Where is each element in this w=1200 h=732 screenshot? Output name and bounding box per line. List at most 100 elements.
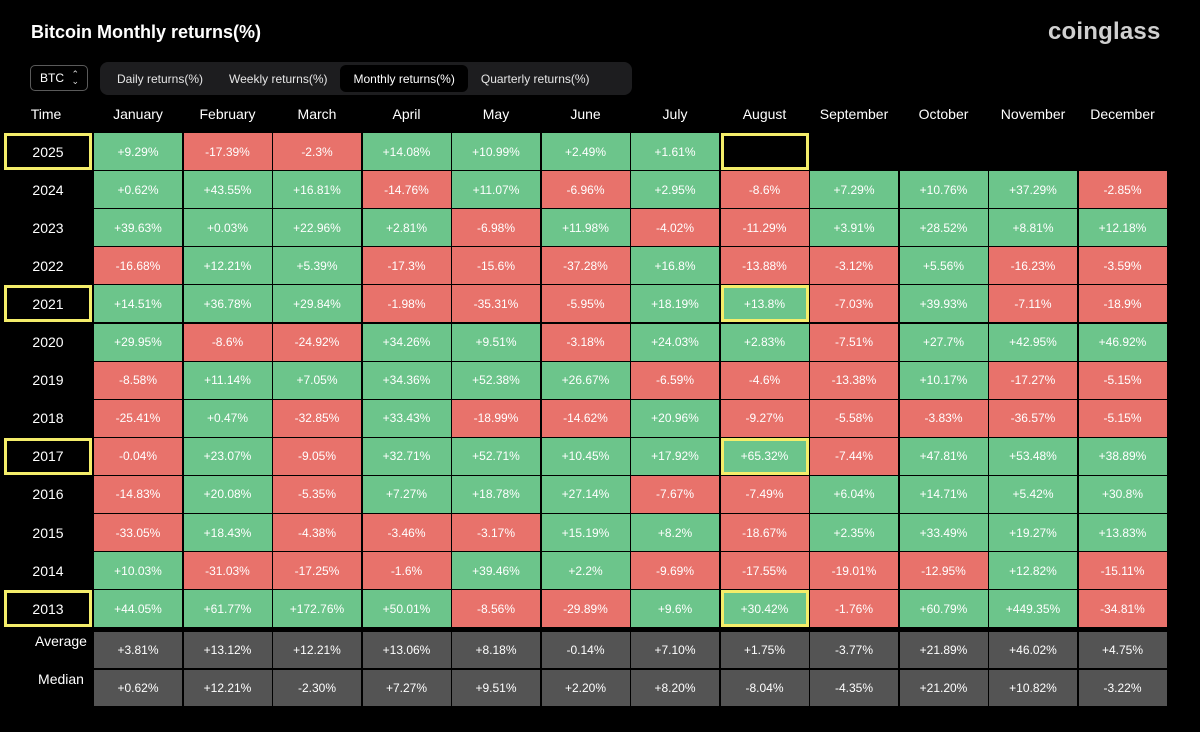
return-cell: -16.68% xyxy=(94,247,182,285)
return-cell: +2.81% xyxy=(362,209,451,247)
return-cell: -1.98% xyxy=(362,285,451,323)
year-label: 2017 xyxy=(4,437,92,475)
year-label: 2018 xyxy=(32,410,64,427)
return-cell: +10.03% xyxy=(94,552,182,590)
return-cell: +9.29% xyxy=(94,133,182,170)
return-cell: -7.03% xyxy=(810,285,898,323)
return-cell: -9.05% xyxy=(273,437,361,475)
return-cell: -5.95% xyxy=(541,285,630,323)
return-cell: +34.26% xyxy=(362,323,451,361)
return-cell: +0.47% xyxy=(183,399,272,437)
return-cell: -15.6% xyxy=(452,247,540,285)
return-cell xyxy=(989,133,1077,170)
return-cell xyxy=(810,133,898,170)
year-label: 2015 xyxy=(32,524,64,541)
return-cell: +17.92% xyxy=(631,437,719,475)
tab-weekly-returns[interactable]: Weekly returns(%) xyxy=(229,71,328,86)
return-cell: +26.67% xyxy=(541,361,630,399)
stat-cell: +13.12% xyxy=(183,632,272,668)
year-label: 2024 xyxy=(32,181,64,198)
return-cell: +2.83% xyxy=(720,323,809,361)
return-cell: -1.76% xyxy=(810,590,898,628)
return-cell: -17.55% xyxy=(720,552,809,590)
return-cell: -33.05% xyxy=(94,514,182,551)
return-cell: +2.2% xyxy=(541,552,630,590)
return-cell: -31.03% xyxy=(183,552,272,590)
return-cell: +9.6% xyxy=(631,590,719,628)
return-cell: +22.96% xyxy=(273,209,361,247)
return-cell: -14.83% xyxy=(94,475,182,513)
return-cell: -7.11% xyxy=(989,285,1077,323)
return-cell: +52.38% xyxy=(452,361,540,399)
return-cell: +5.56% xyxy=(899,247,988,285)
return-cell: +39.63% xyxy=(94,209,182,247)
return-cell: +16.8% xyxy=(631,247,719,285)
return-cell: +29.84% xyxy=(273,285,361,323)
return-cell: +6.04% xyxy=(810,475,898,513)
stat-cell: -0.14% xyxy=(541,632,630,668)
return-cell: -36.57% xyxy=(989,399,1077,437)
return-cell: -35.31% xyxy=(452,285,540,323)
return-cell: +23.07% xyxy=(183,437,272,475)
chevron-updown-icon: ⌃ ⌄ xyxy=(71,69,79,86)
column-header-month: October xyxy=(918,106,969,122)
stat-label: Median xyxy=(38,671,84,687)
tab-daily-returns[interactable]: Daily returns(%) xyxy=(117,71,204,86)
return-cell: +28.52% xyxy=(899,209,988,247)
return-cell: +42.95% xyxy=(989,323,1077,361)
year-label: 2022 xyxy=(32,257,64,274)
return-cell: -8.6% xyxy=(720,171,809,209)
return-cell: +16.81% xyxy=(273,171,361,209)
return-cell: +11.07% xyxy=(452,171,540,209)
stat-cell: +3.81% xyxy=(94,632,182,668)
return-cell: -3.18% xyxy=(541,323,630,361)
column-header-month: August xyxy=(742,106,787,122)
return-cell: +10.76% xyxy=(899,171,988,209)
return-cell: +53.48% xyxy=(989,437,1077,475)
return-cell: +44.05% xyxy=(94,590,182,628)
year-label: 2013 xyxy=(4,590,92,628)
column-header-month: May xyxy=(482,106,510,122)
return-cell: -6.59% xyxy=(631,361,719,399)
stat-cell: +12.21% xyxy=(273,632,361,668)
asset-select[interactable]: BTC ⌃ ⌄ xyxy=(30,65,88,91)
return-cell: +46.92% xyxy=(1078,323,1167,361)
return-cell: -14.76% xyxy=(362,171,451,209)
return-cell: +30.8% xyxy=(1078,475,1167,513)
column-header-month: December xyxy=(1090,106,1155,122)
column-header-month: February xyxy=(199,106,256,122)
return-cell: +2.35% xyxy=(810,514,898,551)
return-cell: +14.08% xyxy=(362,133,451,170)
column-header-month: September xyxy=(819,106,889,122)
return-cell: +2.95% xyxy=(631,171,719,209)
return-cell: +14.71% xyxy=(899,475,988,513)
return-cell: +7.29% xyxy=(810,171,898,209)
return-cell: -7.44% xyxy=(810,437,898,475)
return-cell: -5.15% xyxy=(1078,361,1167,399)
year-label: 2019 xyxy=(32,372,64,389)
return-cell: -6.96% xyxy=(541,171,630,209)
return-cell: +172.76% xyxy=(273,590,361,628)
return-cell: -12.95% xyxy=(899,552,988,590)
return-cell: +24.03% xyxy=(631,323,719,361)
return-cell: -3.59% xyxy=(1078,247,1167,285)
return-cell: +12.18% xyxy=(1078,209,1167,247)
tab-quarterly-returns[interactable]: Quarterly returns(%) xyxy=(480,71,590,86)
return-cell: -18.9% xyxy=(1078,285,1167,323)
year-label: 2014 xyxy=(32,562,64,579)
stat-cell: -2.30% xyxy=(273,670,361,706)
stat-cell: +21.20% xyxy=(899,670,988,706)
return-cell: -4.38% xyxy=(273,514,361,551)
stat-cell: +0.62% xyxy=(94,670,182,706)
tab-monthly-returns[interactable]: Monthly returns(%) xyxy=(340,65,468,92)
return-cell: +33.43% xyxy=(362,399,451,437)
return-cell: -9.69% xyxy=(631,552,719,590)
stat-cell: +8.18% xyxy=(452,632,540,668)
page-title: Bitcoin Monthly returns(%) xyxy=(31,22,261,42)
return-cell: +20.96% xyxy=(631,399,719,437)
year-label: 2025 xyxy=(4,133,92,170)
return-cell xyxy=(720,133,809,170)
return-cell: +18.78% xyxy=(452,475,540,513)
stat-cell: -3.22% xyxy=(1078,670,1167,706)
